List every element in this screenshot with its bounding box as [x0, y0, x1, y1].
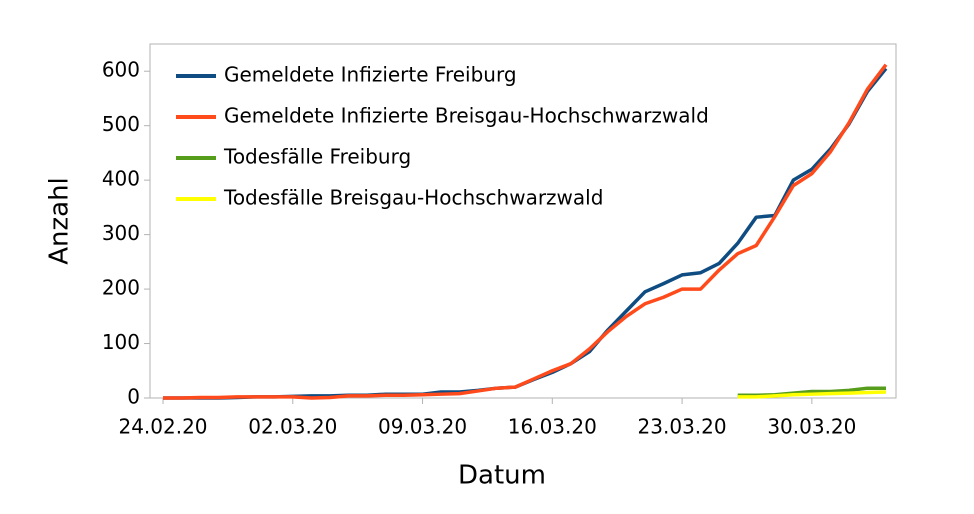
x-tick-label: 16.03.20 — [508, 415, 597, 439]
series-line — [163, 63, 888, 400]
y-tick-label: 0 — [127, 385, 140, 409]
series-line — [737, 390, 887, 399]
y-tick-label: 100 — [102, 330, 140, 354]
x-tick-label: 09.03.20 — [378, 415, 467, 439]
x-tick-label: 02.03.20 — [248, 415, 337, 439]
legend-label: Todesfälle Freiburg — [223, 145, 411, 169]
x-tick-label: 24.02.20 — [118, 415, 207, 439]
y-tick-label: 300 — [102, 221, 140, 245]
x-axis-label: Datum — [458, 461, 546, 491]
y-tick-label: 600 — [102, 58, 140, 82]
y-tick-label: 500 — [102, 112, 140, 136]
x-tick-label: 23.03.20 — [638, 415, 727, 439]
legend-label: Gemeldete Infizierte Freiburg — [224, 63, 517, 87]
plot-frame — [149, 43, 897, 399]
y-tick-label: 200 — [102, 276, 140, 300]
legend-label: Gemeldete Infizierte Breisgau-Hochschwar… — [224, 104, 709, 128]
x-tick-label: 30.03.20 — [767, 415, 856, 439]
legend-label: Todesfälle Breisgau-Hochschwarzwald — [223, 186, 603, 210]
y-axis-label: Anzahl — [45, 177, 75, 265]
y-tick-label: 400 — [102, 167, 140, 191]
